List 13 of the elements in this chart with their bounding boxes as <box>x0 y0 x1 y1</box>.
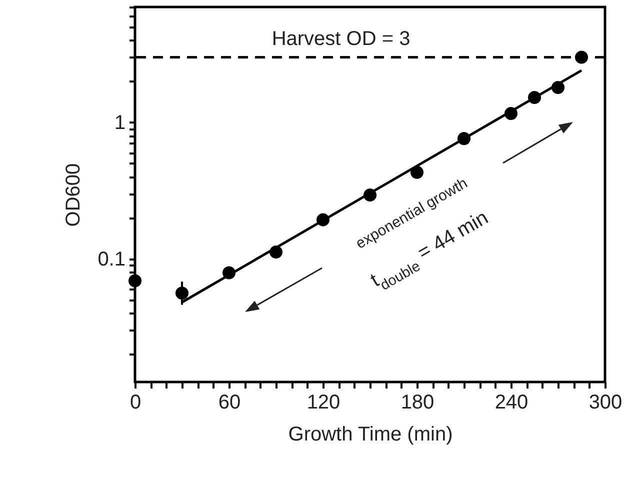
y-tick-label: 0.1 <box>98 248 126 270</box>
point <box>175 286 189 300</box>
point <box>128 274 142 288</box>
x-tick-label: 0 <box>130 392 142 414</box>
x-axis-title: Growth Time (min) <box>288 424 453 446</box>
y-axis-title: OD600 <box>62 163 85 227</box>
ref-line-label: Harvest OD = 3 <box>272 28 410 50</box>
x-tick-label: 60 <box>218 392 241 414</box>
y-tick-label: 1 <box>114 112 126 134</box>
x-tick-label: 240 <box>494 392 528 414</box>
x-tick-label: 180 <box>400 392 434 414</box>
x-tick-label: 120 <box>306 392 340 414</box>
x-tick-label: 300 <box>588 392 622 414</box>
